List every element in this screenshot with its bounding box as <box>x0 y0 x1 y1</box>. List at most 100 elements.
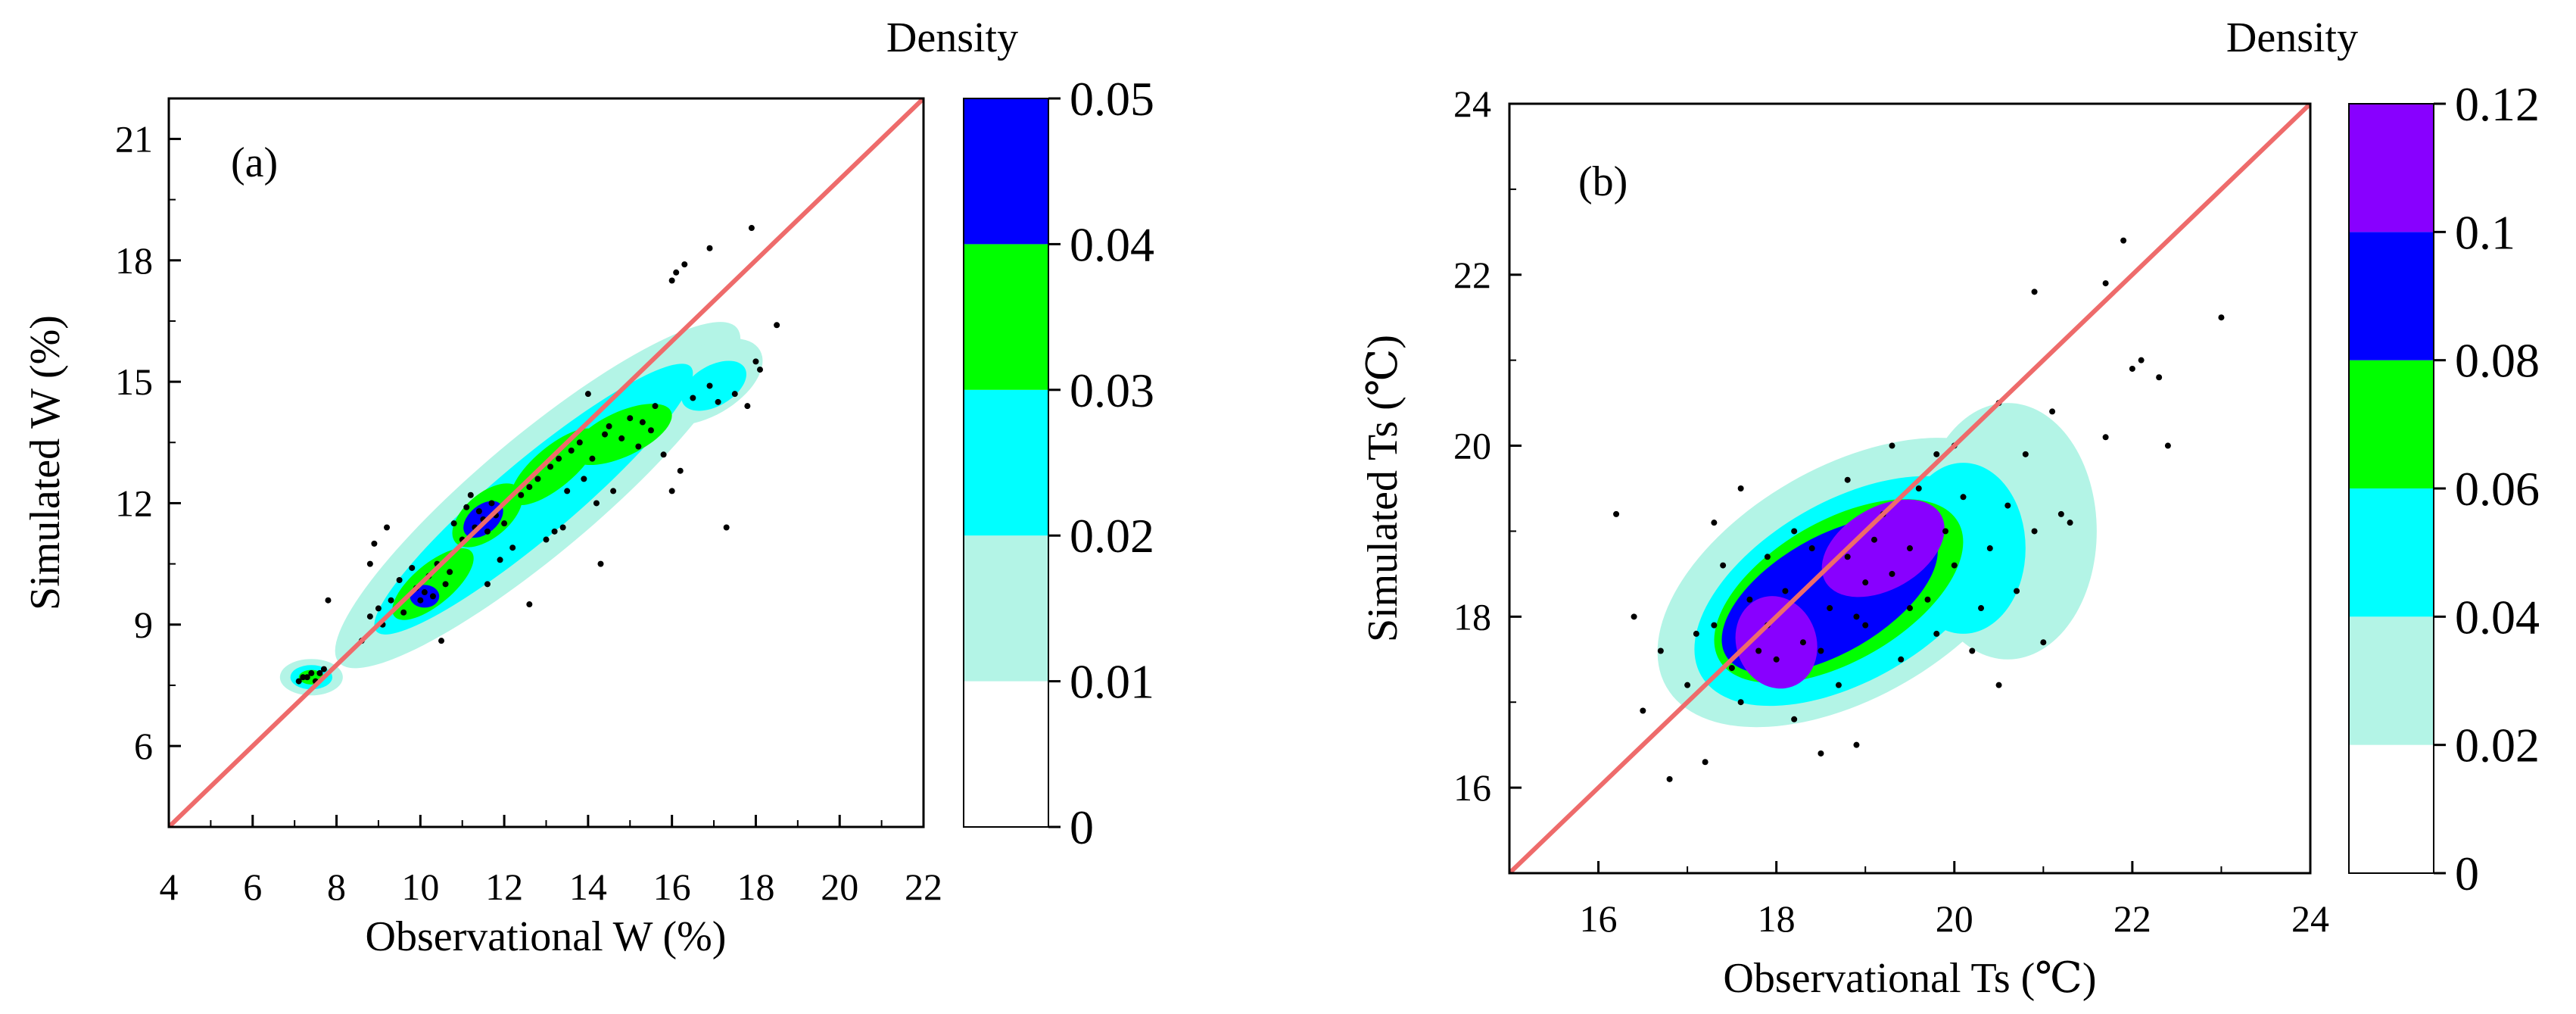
data-point <box>731 391 738 398</box>
x-tick-label: 22 <box>2113 897 2151 940</box>
data-point <box>635 443 642 450</box>
colorbar-segment <box>964 535 1048 682</box>
data-point <box>1853 613 1860 620</box>
data-point <box>2102 280 2109 287</box>
data-point <box>581 476 587 482</box>
x-tick-label: 4 <box>160 866 179 908</box>
data-point <box>706 245 713 251</box>
density-contours-b <box>1657 403 2097 728</box>
data-point <box>668 277 675 284</box>
data-point <box>1684 682 1691 688</box>
colorbar-label: 0.08 <box>2455 334 2540 388</box>
data-point <box>618 435 625 441</box>
data-point <box>576 439 583 446</box>
data-point <box>668 488 675 495</box>
y-tick-label: 20 <box>1453 425 1491 467</box>
x-tick-label: 22 <box>905 866 942 908</box>
data-point <box>673 269 680 276</box>
data-point <box>1773 656 1780 663</box>
data-point <box>1942 528 1949 535</box>
data-point <box>1933 630 1940 637</box>
data-point <box>1702 759 1709 766</box>
data-point <box>1720 562 1727 569</box>
colorbar-label: 0.05 <box>1070 72 1154 126</box>
colorbar-segment <box>964 681 1048 827</box>
data-point <box>556 455 562 462</box>
colorbar-label: 0 <box>1070 800 1094 854</box>
x-axis-ticks-b: 16 18 20 22 24 <box>1580 861 2329 940</box>
colorbar-label: 0.1 <box>2455 205 2515 259</box>
panel-b: 16 18 20 22 24 16 18 20 22 24 (b) Observational … <box>1360 14 2540 1002</box>
data-point <box>589 455 596 462</box>
data-point <box>547 463 554 470</box>
data-point <box>1951 562 1958 569</box>
x-tick-label: 10 <box>401 866 439 908</box>
y-axis-title-a: Simulated W (%) <box>22 315 69 610</box>
x-tick-label: 20 <box>821 866 858 908</box>
colorbar-segment <box>2349 360 2434 488</box>
data-point <box>366 560 373 567</box>
data-point <box>602 431 609 438</box>
data-point <box>450 520 457 527</box>
y-tick-label: 21 <box>115 117 153 160</box>
data-point <box>1835 682 1842 688</box>
data-point <box>421 589 428 596</box>
data-point <box>1907 605 1913 612</box>
data-point <box>409 564 416 571</box>
colorbar-segment <box>964 244 1048 390</box>
data-point <box>1764 554 1771 560</box>
density-region-level-5 <box>1821 499 1945 597</box>
data-point <box>1827 605 1833 612</box>
data-point <box>396 576 403 583</box>
data-point <box>1844 554 1851 560</box>
data-point <box>295 678 302 685</box>
colorbar-b: 0 0.02 0.04 0.06 0.08 0.1 0.12 <box>2348 77 2540 900</box>
data-point <box>1791 716 1798 722</box>
density-region-level-2 <box>681 360 746 411</box>
data-point <box>1693 630 1699 637</box>
colorbar-segment <box>964 98 1048 245</box>
data-point <box>2120 237 2127 244</box>
x-axis-title-a: Observational W (%) <box>366 913 727 960</box>
data-point <box>447 569 453 576</box>
data-point <box>639 419 646 426</box>
data-point <box>1915 485 1922 491</box>
data-point <box>475 508 482 515</box>
data-point <box>647 427 654 434</box>
data-point <box>1844 476 1851 483</box>
data-point <box>690 395 696 401</box>
data-point <box>325 597 332 604</box>
data-point <box>2102 434 2109 441</box>
data-point <box>2156 374 2163 381</box>
data-point <box>681 261 688 268</box>
x-tick-label: 8 <box>327 866 346 908</box>
data-point <box>375 605 382 612</box>
data-point <box>1862 579 1869 586</box>
plot-frame-b <box>1508 102 2312 875</box>
colorbar-label: 0.12 <box>2455 77 2540 131</box>
data-point <box>366 613 373 620</box>
x-tick-label: 16 <box>653 866 691 908</box>
data-point <box>1870 536 1877 543</box>
y-tick-label: 18 <box>115 239 153 282</box>
data-point <box>534 476 541 482</box>
data-point <box>756 367 763 373</box>
colorbar-segment <box>2349 744 2434 873</box>
x-tick-label: 12 <box>485 866 523 908</box>
data-point <box>467 491 474 498</box>
data-point <box>1898 656 1905 663</box>
data-point <box>304 674 310 681</box>
data-point <box>568 447 575 454</box>
data-point <box>1782 588 1789 594</box>
data-point <box>371 540 378 547</box>
data-point <box>1631 613 1637 620</box>
data-point <box>2031 528 2038 535</box>
data-point <box>1969 647 1976 654</box>
data-point <box>660 451 667 458</box>
data-point <box>723 524 730 531</box>
data-point <box>2138 357 2145 363</box>
x-tick-label: 14 <box>569 866 607 908</box>
one-to-one-line-b <box>1509 104 2310 873</box>
panel-label-b: (b) <box>1578 158 1628 205</box>
data-point <box>1791 528 1798 535</box>
